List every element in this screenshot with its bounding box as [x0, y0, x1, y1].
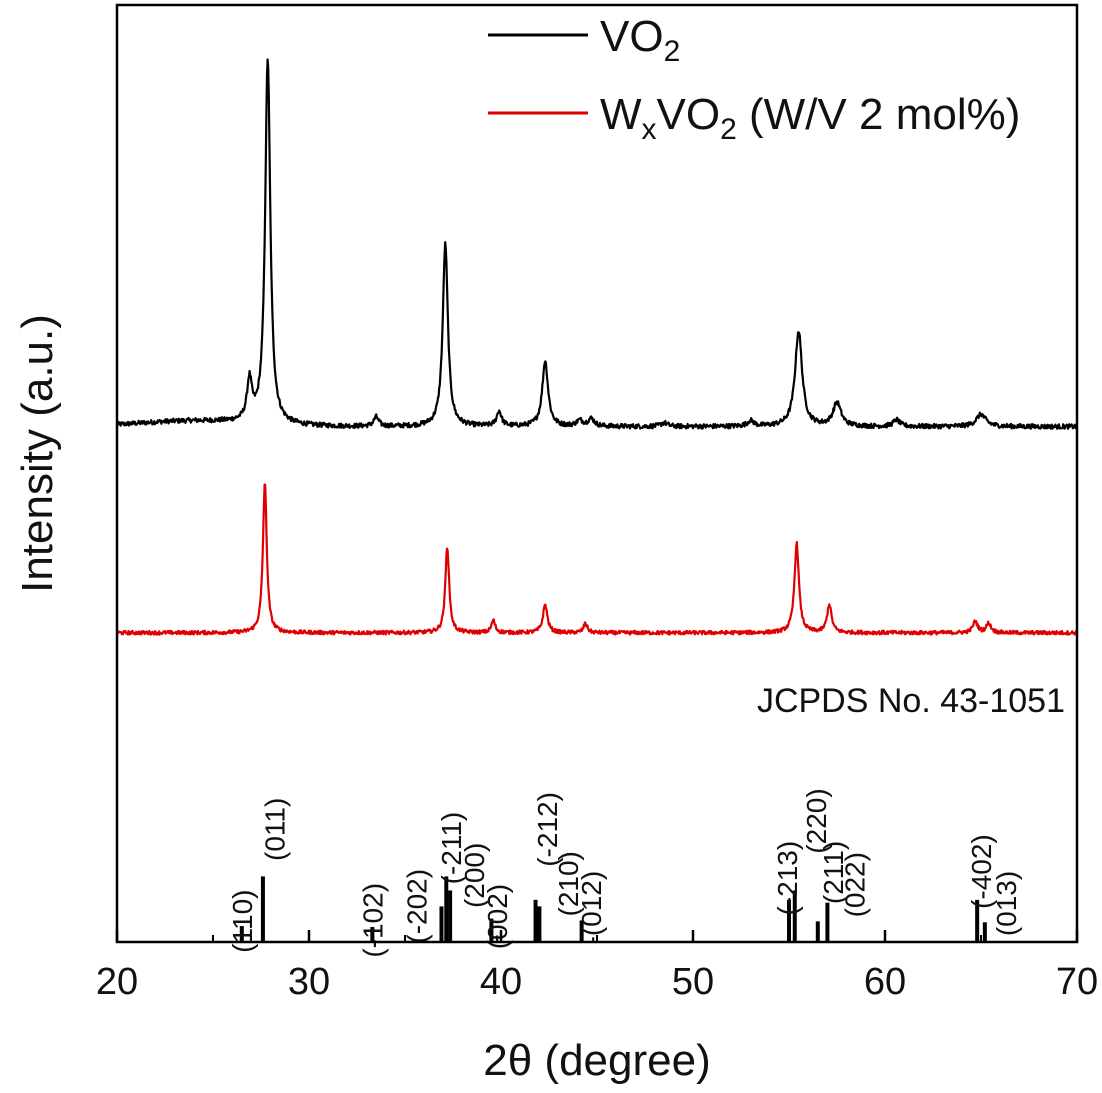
miller-index-label: (011)	[259, 798, 290, 861]
reference-stick	[815, 921, 820, 942]
legend-entry-part: x	[642, 113, 657, 146]
reference-stick	[439, 906, 444, 942]
reference-stick	[444, 876, 449, 942]
reference-stick	[239, 926, 244, 942]
miller-index-label: (-211)	[436, 812, 467, 885]
reference-pattern: (110)(011) (-102) (-202)(-211)(200)(002) (-…	[212, 788, 1022, 958]
legend-entry-part: 2	[720, 113, 737, 146]
reference-annotation: JCPDS No. 43-1051	[757, 682, 1065, 720]
reference-stick	[533, 899, 538, 942]
legend-entry: VO2	[600, 12, 680, 68]
x-tick-label: 30	[288, 961, 330, 1003]
miller-index-label: (210)	[553, 851, 584, 916]
reference-stick	[982, 922, 987, 942]
legend-entry-part: W	[600, 90, 642, 139]
reference-stick	[260, 876, 265, 942]
miller-index-label: (200)	[459, 843, 490, 908]
reference-stick	[825, 902, 830, 942]
series-line	[116, 483, 1079, 636]
legend-entry-part: VO	[657, 90, 721, 139]
miller-index-label: (002)	[482, 884, 513, 949]
reference-stick	[975, 899, 980, 942]
reference-stick	[787, 899, 791, 942]
miller-index-label: (211)	[818, 841, 849, 904]
x-tick-label: 20	[96, 961, 138, 1003]
miller-index-label: (-102)	[357, 883, 388, 958]
miller-index-label: (-202)	[402, 869, 433, 944]
miller-index-label: (110)	[227, 890, 258, 953]
legend-entry-part: 2	[664, 35, 681, 68]
x-tick-label: 60	[864, 961, 906, 1003]
legend-entry: WxVO2 (W/V 2 mol%)	[600, 90, 1020, 146]
miller-index-label: (022)	[839, 852, 870, 917]
reference-stick	[496, 935, 499, 942]
x-tick-label: 70	[1056, 961, 1098, 1003]
reference-stick	[537, 906, 542, 942]
reference-stick	[579, 920, 584, 942]
reference-stick	[370, 927, 375, 942]
x-tick-label: 50	[672, 961, 714, 1003]
legend-entry-part: (W/V 2 mol%)	[737, 90, 1021, 139]
legend-entry-part: VO	[600, 12, 664, 61]
miller-index-label: (012)	[576, 871, 607, 936]
reference-stick	[592, 937, 595, 942]
miller-index-label: (-213)	[772, 841, 803, 916]
reference-stick	[792, 890, 797, 942]
reference-stick	[448, 890, 453, 942]
miller-index-label: (-402)	[966, 834, 997, 909]
reference-stick	[489, 918, 494, 942]
series-layer	[115, 58, 1079, 636]
x-axis: 20 30 40 50 60 70	[96, 930, 1098, 1003]
x-tick-label: 40	[480, 961, 522, 1003]
y-axis-label: Intensity (a.u.)	[13, 314, 62, 593]
miller-index-label: (013)	[991, 871, 1022, 936]
miller-index-label: (-212)	[532, 792, 563, 867]
series-line	[115, 58, 1079, 430]
miller-index-label: (220)	[801, 788, 832, 853]
x-axis-label: 2θ (degree)	[483, 1036, 710, 1085]
